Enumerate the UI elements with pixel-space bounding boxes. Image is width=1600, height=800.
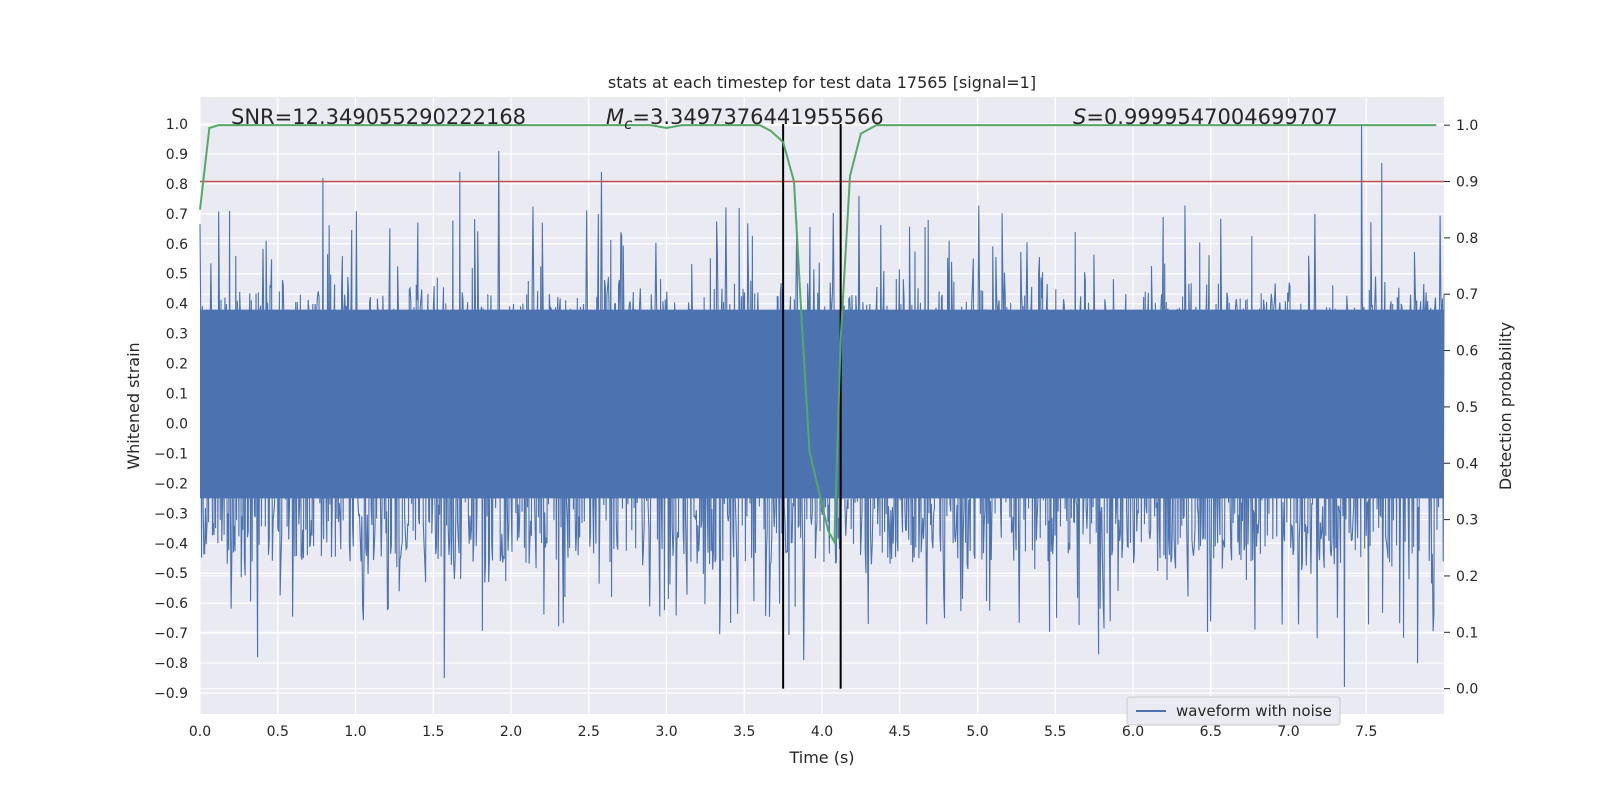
x-tick-label: 1.0 xyxy=(344,724,366,740)
x-tick-label: 2.5 xyxy=(578,724,600,740)
waveform-core-band xyxy=(200,309,1444,499)
y-left-tick-label: 0.0 xyxy=(166,416,188,432)
y-right-tick-label: 0.3 xyxy=(1456,513,1478,529)
y-left-tick-label: −0.7 xyxy=(154,626,188,642)
chart-title: stats at each timestep for test data 175… xyxy=(608,73,1036,92)
y-left-tick-label: −0.5 xyxy=(154,566,188,582)
y-left-tick-label: 0.3 xyxy=(166,327,188,343)
y-right-tick-label: 0.8 xyxy=(1456,231,1478,247)
waveform-line xyxy=(199,123,1445,688)
y-left-tick-label: −0.1 xyxy=(154,446,188,462)
y-right-tick-label: 0.5 xyxy=(1456,400,1478,416)
detection-probability-series xyxy=(199,124,1437,546)
x-tick-label: 5.0 xyxy=(966,724,988,740)
x-axis-ticks: 0.0 0.5 1.0 1.5 2.0 2.5 3.0 3.5 4.0 4.5 5.0 5.5 6.0 6… xyxy=(189,724,1378,740)
y-left-tick-label: −0.9 xyxy=(154,686,188,702)
chirp-mass-subscript: c xyxy=(624,115,633,133)
score-value: =0.9999547004699707 xyxy=(1086,105,1337,129)
x-tick-label: 5.5 xyxy=(1044,724,1066,740)
y-left-tick-label: 0.9 xyxy=(166,147,188,163)
y-left-tick-label: 0.2 xyxy=(166,357,188,373)
legend-box xyxy=(1126,696,1341,726)
chirp-mass-annotation: Mc=3.3497376441955566 xyxy=(606,105,884,133)
event-markers xyxy=(782,123,842,689)
chirp-mass-symbol: M xyxy=(606,105,624,129)
x-axis-label: Time (s) xyxy=(788,748,854,767)
x-tick-label: 3.5 xyxy=(733,724,755,740)
y-left-tick-label: −0.3 xyxy=(154,506,188,522)
x-tick-label: 4.0 xyxy=(811,724,833,740)
y-left-tick-label: −0.2 xyxy=(154,476,188,492)
x-tick-label: 0.5 xyxy=(267,724,289,740)
y-left-tick-label: 0.6 xyxy=(166,237,188,253)
x-tick-label: 6.5 xyxy=(1200,724,1222,740)
y-right-tick-label: 0.0 xyxy=(1456,682,1478,698)
y-right-tick-label: 0.4 xyxy=(1456,456,1478,472)
y-right-tick-label: 0.1 xyxy=(1456,625,1478,641)
legend-label: waveform with noise xyxy=(1176,702,1332,720)
y-right-axis-ticks: 0.0 0.1 0.2 0.3 0.4 0.5 0.6 0.7 0.8 0.9 1.0 xyxy=(1444,118,1478,698)
y-left-axis-ticks: −0.9 −0.8 −0.7 −0.6 −0.5 −0.4 −0.3 −0.2 −0.1 0.0 0… xyxy=(154,117,188,702)
x-tick-label: 1.5 xyxy=(422,724,444,740)
detection-probability-line xyxy=(199,124,1437,546)
x-tick-label: 7.5 xyxy=(1355,724,1377,740)
y-left-tick-label: −0.4 xyxy=(154,536,188,552)
y-left-axis-label: Whitened strain xyxy=(124,342,143,469)
y-left-tick-label: 1.0 xyxy=(166,117,188,133)
x-tick-label: 3.0 xyxy=(655,724,677,740)
snr-annotation: SNR=12.349055290222168 xyxy=(231,105,526,129)
x-tick-label: 7.0 xyxy=(1277,724,1299,740)
y-left-tick-label: −0.8 xyxy=(154,656,188,672)
y-left-tick-label: 0.1 xyxy=(166,387,188,403)
legend: waveform with noise xyxy=(1126,696,1341,726)
score-annotation: S=0.9999547004699707 xyxy=(1073,105,1338,129)
y-left-tick-label: 0.8 xyxy=(166,177,188,193)
y-left-tick-label: 0.5 xyxy=(166,267,188,283)
y-right-tick-label: 0.9 xyxy=(1456,175,1478,191)
y-right-tick-label: 1.0 xyxy=(1456,118,1478,134)
y-right-tick-label: 0.6 xyxy=(1456,344,1478,360)
x-tick-label: 6.0 xyxy=(1122,724,1144,740)
y-right-tick-label: 0.2 xyxy=(1456,569,1478,585)
waveform-series xyxy=(199,123,1445,688)
score-symbol: S xyxy=(1073,105,1086,129)
y-left-tick-label: −0.6 xyxy=(154,596,188,612)
y-right-axis-label: Detection probability xyxy=(1496,322,1515,490)
chirp-mass-value: =3.3497376441955566 xyxy=(632,105,883,129)
x-tick-label: 2.0 xyxy=(500,724,522,740)
x-tick-label: 4.5 xyxy=(889,724,911,740)
x-tick-label: 0.0 xyxy=(189,724,211,740)
y-left-tick-label: 0.4 xyxy=(166,297,188,313)
y-left-tick-label: 0.7 xyxy=(166,207,188,223)
y-right-tick-label: 0.7 xyxy=(1456,287,1478,303)
